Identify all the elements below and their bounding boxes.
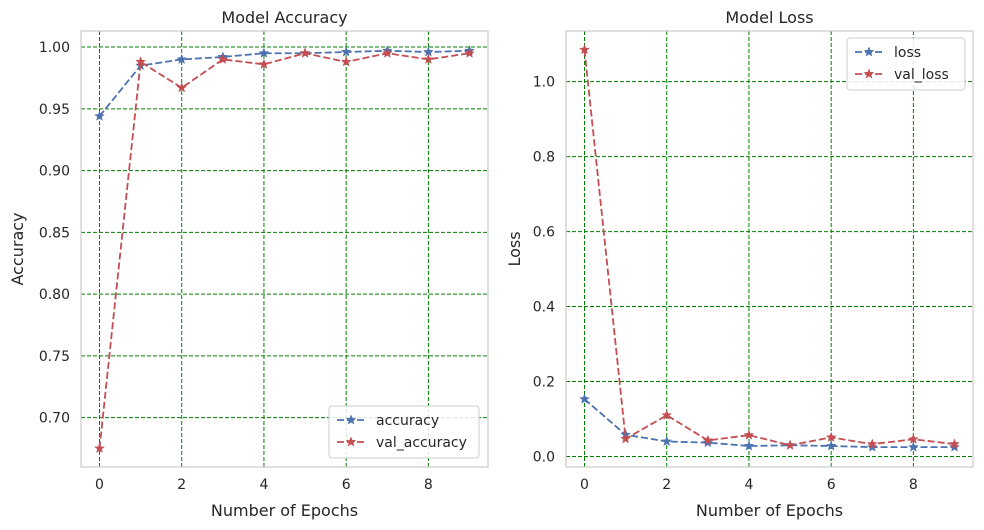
accuracy-point-val_accuracy-3: [217, 53, 229, 65]
loss-point-val_loss-5: [784, 439, 796, 450]
loss-point-loss-0: [579, 393, 590, 404]
loss-frame: [565, 30, 974, 468]
accuracy-y-tick-label: 0.80: [39, 287, 70, 303]
accuracy-point-val_accuracy-0: [94, 442, 105, 454]
loss-y-tick-label: 0.0: [533, 450, 555, 466]
loss-x-tick-label: 4: [744, 477, 753, 493]
accuracy-legend-box: [328, 405, 480, 459]
loss-point-val_loss-1: [620, 433, 632, 444]
loss-point-val_loss-2: [661, 409, 673, 420]
accuracy-x-axis-label: Number of Epochs: [211, 501, 358, 520]
loss-legend-label-val_loss: val_loss: [894, 67, 949, 83]
accuracy-x-tick-label: 6: [342, 477, 351, 493]
loss-point-val_loss-4: [743, 429, 755, 440]
loss-point-loss-8: [907, 441, 919, 452]
accuracy-x-tick-label: 0: [95, 477, 104, 493]
accuracy-y-tick-label: 1.00: [39, 40, 70, 56]
loss-y-tick-label: 0.6: [533, 225, 555, 241]
accuracy-x-tick-label: 4: [259, 477, 268, 493]
loss-x-tick-label: 6: [827, 477, 836, 493]
accuracy-point-accuracy-2: [176, 53, 188, 65]
accuracy-y-tick-label: 0.85: [39, 225, 70, 241]
accuracy-point-val_accuracy-7: [381, 47, 393, 58]
loss-y-axis-label: Loss: [505, 231, 524, 266]
accuracy-legend-label-val_accuracy: val_accuracy: [376, 435, 467, 451]
loss-point-loss-9: [949, 441, 960, 452]
accuracy-y-tick-label: 0.75: [39, 349, 70, 365]
loss-y-tick-label: 0.4: [533, 300, 555, 316]
accuracy-y-axis-label: Accuracy: [8, 212, 27, 285]
accuracy-series-line-val_accuracy: [98, 52, 470, 449]
loss-chart-title: Model Loss: [725, 8, 813, 27]
accuracy-point-accuracy-4: [258, 47, 270, 58]
loss-point-val_loss-9: [949, 438, 960, 449]
loss-point-val_loss-0: [579, 44, 590, 55]
loss-point-val_loss-7: [866, 438, 878, 449]
accuracy-point-val_accuracy-8: [422, 53, 434, 65]
loss-series-val_loss: [579, 44, 960, 450]
loss-point-loss-6: [825, 440, 837, 451]
loss-point-val_loss-8: [907, 433, 919, 444]
accuracy-chart-title: Model Accuracy: [221, 8, 347, 27]
accuracy-point-val_accuracy-2: [176, 82, 188, 93]
accuracy-point-val_accuracy-4: [258, 58, 270, 69]
accuracy-series-val_accuracy: [94, 47, 475, 454]
accuracy-point-accuracy-6: [340, 46, 352, 57]
accuracy-point-val_accuracy-5: [299, 47, 311, 58]
loss-x-tick-label: 2: [662, 477, 671, 493]
accuracy-point-val_accuracy-1: [135, 56, 147, 67]
loss-y-tick-label: 0.2: [533, 375, 555, 391]
accuracy-y-tick-label: 0.95: [39, 102, 70, 118]
loss-series-line-val_loss: [583, 49, 955, 447]
accuracy-point-accuracy-0: [94, 110, 105, 121]
loss-y-tick-label: 0.8: [533, 150, 555, 166]
accuracy-legend: accuracy val_accuracy: [328, 405, 480, 459]
loss-point-loss-4: [743, 440, 755, 451]
loss-x-tick-label: 0: [580, 477, 589, 493]
loss-legend-marker-val_loss: [863, 68, 875, 79]
loss-legend-box: [846, 37, 966, 91]
loss-chart: 0 2 4 6 8 0.0 0.2 0.4 0.6 0.8 1.0 Number of Epochs L…: [505, 8, 974, 520]
loss-plot-area: [566, 31, 973, 467]
accuracy-x-tick-label: 2: [177, 477, 186, 493]
loss-x-tick-label: 8: [909, 477, 918, 493]
accuracy-y-tick-label: 0.90: [39, 164, 70, 180]
loss-y-tick-label: 1.0: [533, 75, 555, 91]
loss-point-loss-7: [866, 441, 878, 452]
accuracy-legend-marker-val_accuracy: [345, 436, 357, 447]
loss-legend: loss val_loss: [846, 37, 966, 91]
loss-point-val_loss-6: [825, 431, 837, 443]
loss-point-loss-2: [661, 435, 673, 447]
accuracy-x-tick-label: 8: [424, 477, 433, 493]
accuracy-frame: [80, 30, 489, 468]
accuracy-point-val_accuracy-6: [340, 56, 352, 67]
accuracy-point-val_accuracy-9: [464, 47, 475, 58]
accuracy-legend-marker-accuracy: [345, 414, 357, 425]
loss-legend-marker-loss: [863, 46, 875, 57]
loss-point-val_loss-3: [702, 434, 714, 446]
accuracy-y-tick-label: 0.70: [39, 411, 70, 427]
loss-legend-label-loss: loss: [894, 45, 921, 61]
accuracy-legend-label-accuracy: accuracy: [376, 413, 439, 429]
loss-series-line-loss: [583, 398, 955, 449]
loss-x-axis-label: Number of Epochs: [696, 501, 843, 520]
accuracy-chart: 0 2 4 6 8 0.70 0.75 0.80 0.85 0.90 0.95 1.00 Number …: [8, 8, 489, 520]
accuracy-plot-area: [81, 31, 488, 467]
accuracy-series-line-accuracy: [98, 49, 470, 117]
